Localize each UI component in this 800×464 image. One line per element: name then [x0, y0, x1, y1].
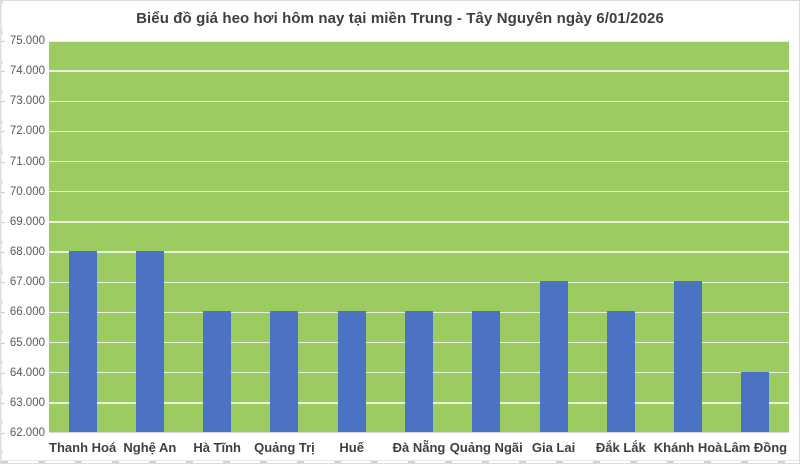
- y-tick-label: 67.000: [9, 276, 45, 289]
- y-tick-label: 63.000: [9, 396, 45, 409]
- left-edge-tick: [1, 71, 5, 73]
- left-edge-tick: [1, 161, 5, 163]
- x-tick-label: Nghệ An: [123, 440, 177, 455]
- bar-nghệ-an: [135, 251, 164, 432]
- bar-khánh-hoà: [674, 281, 703, 432]
- gridline: [49, 70, 789, 72]
- left-edge-tick: [1, 131, 5, 133]
- x-tick-label: Thanh Hoá: [49, 440, 117, 455]
- bar-quảng-ngãi: [472, 311, 501, 432]
- chart-title: Biểu đồ giá heo hơi hôm nay tại miền Tru…: [136, 10, 664, 27]
- bar-đà-nẵng: [405, 311, 433, 432]
- bottom-edge-ticks: [1, 460, 799, 463]
- left-edge-tick: [1, 41, 5, 42]
- x-tick-label: Lâm Đồng: [723, 440, 788, 455]
- left-edge-tick: [1, 191, 5, 193]
- bar-hà-tĩnh: [203, 311, 232, 432]
- bar-quảng-trị: [270, 311, 299, 432]
- left-edge-ticks: [1, 1, 3, 463]
- x-tick-label: Quảng Ngãi: [449, 440, 523, 455]
- left-edge-tick: [1, 372, 5, 374]
- x-tick-label: Hà Tĩnh: [193, 440, 241, 455]
- y-tick-label: 74.000: [9, 65, 45, 78]
- left-edge-tick: [1, 282, 5, 284]
- y-tick-label: 71.000: [9, 155, 45, 168]
- gridline: [49, 40, 789, 42]
- gridline: [49, 281, 789, 283]
- x-tick-label: Quảng Trị: [254, 440, 315, 455]
- y-tick-label: 70.000: [9, 185, 45, 198]
- y-tick-label: 66.000: [9, 306, 45, 319]
- x-tick-label: Đà Nẵng: [392, 440, 446, 455]
- bar-lâm-đồng: [741, 371, 770, 432]
- gridline: [49, 191, 789, 193]
- bar-huế: [337, 311, 366, 432]
- left-edge-tick: [1, 312, 5, 314]
- y-tick-label: 68.000: [9, 246, 45, 259]
- x-tick-label: Gia Lai: [531, 440, 576, 455]
- left-edge-tick: [1, 221, 5, 223]
- left-edge-tick: [1, 342, 5, 344]
- left-edge-tick: [1, 402, 5, 404]
- x-tick-label: Đắk Lắk: [595, 440, 646, 455]
- y-tick-label: 75.000: [9, 35, 45, 47]
- gridline: [49, 160, 789, 163]
- x-tick-label: Khánh Hoà: [653, 440, 723, 455]
- gridline: [49, 130, 789, 133]
- gridline: [49, 221, 789, 223]
- y-tick-label: 65.000: [9, 336, 45, 349]
- left-edge-tick: [1, 101, 5, 103]
- y-tick-label: 64.000: [9, 366, 45, 379]
- bar-gia-lai: [539, 281, 568, 432]
- gridline: [49, 251, 789, 253]
- bar-thanh-hoá: [68, 251, 97, 432]
- gridline: [49, 100, 789, 102]
- left-edge-tick: [1, 433, 5, 434]
- bar-đắk-lắk: [606, 311, 635, 432]
- plot-area: [49, 40, 789, 433]
- x-tick-label: Huế: [339, 440, 364, 455]
- y-tick-label: 73.000: [9, 95, 45, 108]
- y-tick-label: 69.000: [9, 215, 45, 228]
- y-tick-label: 72.000: [9, 125, 45, 138]
- y-tick-label: 62.000: [9, 427, 45, 439]
- left-edge-tick: [1, 252, 5, 254]
